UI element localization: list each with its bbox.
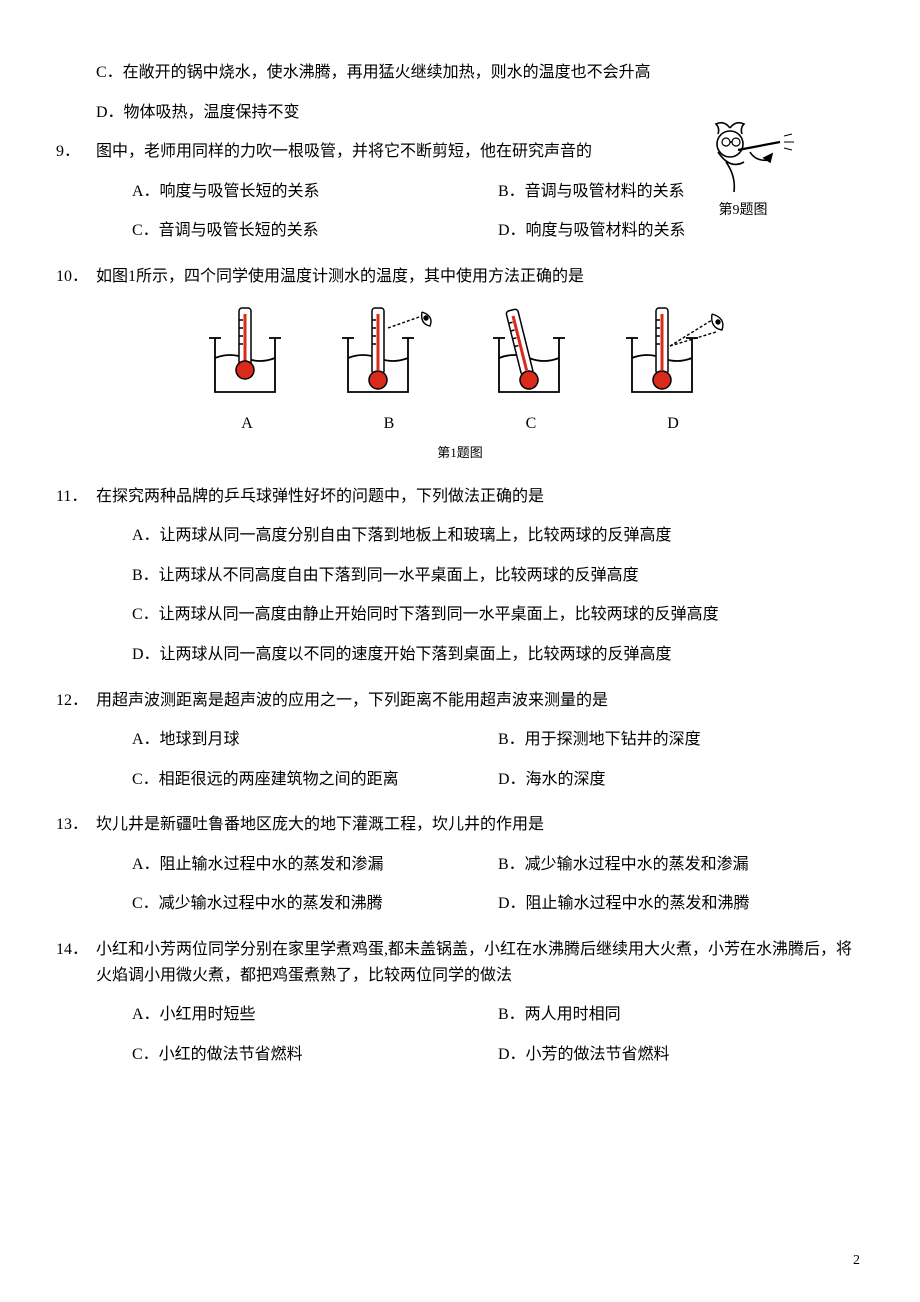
- page-number: 2: [853, 1250, 860, 1272]
- q12-option-c: C．相距很远的两座建筑物之间的距离: [132, 767, 498, 793]
- q10-label-a: A: [192, 411, 302, 437]
- q13-text: 坎儿井是新疆吐鲁番地区庞大的地下灌溉工程，坎儿井的作用是: [96, 812, 864, 838]
- q10-fig-d: D: [618, 306, 728, 437]
- q11-option-a: A．让两球从同一高度分别自由下落到地板上和玻璃上，比较两球的反弹高度: [56, 523, 864, 549]
- q13-number: 13．: [56, 812, 96, 838]
- q12-option-a: A．地球到月球: [132, 727, 498, 753]
- q11-option-b: B．让两球从不同高度自由下落到同一水平桌面上，比较两球的反弹高度: [56, 563, 864, 589]
- q14-number: 14．: [56, 937, 96, 988]
- q10-label-b: B: [334, 411, 444, 437]
- q12-option-b: B．用于探测地下钻井的深度: [498, 727, 864, 753]
- q9-option-c: C．音调与吸管长短的关系: [132, 218, 498, 244]
- q10-fig-a: A: [192, 306, 302, 437]
- q10-label-d: D: [618, 411, 728, 437]
- q9-number: 9．: [56, 139, 96, 165]
- teacher-blowing-icon: [688, 118, 798, 196]
- q14-option-a: A．小红用时短些: [132, 1002, 498, 1028]
- q13-option-b: B．减少输水过程中水的蒸发和渗漏: [498, 852, 864, 878]
- figure-q9-caption: 第9题图: [678, 200, 808, 222]
- q13-option-d: D．阻止输水过程中水的蒸发和沸腾: [498, 891, 864, 917]
- figure-q9: 第9题图: [678, 118, 808, 222]
- q10-label-c: C: [476, 411, 586, 437]
- q10-number: 10．: [56, 264, 96, 290]
- q14-text: 小红和小芳两位同学分别在家里学煮鸡蛋,都未盖锅盖，小红在水沸腾后继续用大火煮，小…: [96, 937, 864, 988]
- q11-option-c: C．让两球从同一高度由静止开始同时下落到同一水平桌面上，比较两球的反弹高度: [56, 602, 864, 628]
- q14-option-b: B．两人用时相同: [498, 1002, 864, 1028]
- q14-option-c: C．小红的做法节省燃料: [132, 1042, 498, 1068]
- q10-fig-b: B: [334, 306, 444, 437]
- q11-option-d: D．让两球从同一高度以不同的速度开始下落到桌面上，比较两球的反弹高度: [56, 642, 864, 668]
- q11-number: 11．: [56, 484, 96, 510]
- q12-text: 用超声波测距离是超声波的应用之一，下列距离不能用超声波来测量的是: [96, 688, 864, 714]
- q10-figure-row: A: [56, 306, 864, 437]
- option-c-continued: C．在敞开的锅中烧水，使水沸腾，再用猛火继续加热，则水的温度也不会升高: [56, 60, 714, 86]
- q13-option-c: C．减少输水过程中水的蒸发和沸腾: [132, 891, 498, 917]
- q14-option-d: D．小芳的做法节省燃料: [498, 1042, 864, 1068]
- q10-text: 如图1所示，四个同学使用温度计测水的温度，其中使用方法正确的是: [96, 264, 864, 290]
- q10-figure-caption: 第1题图: [56, 443, 864, 464]
- q12-number: 12．: [56, 688, 96, 714]
- q12-option-d: D．海水的深度: [498, 767, 864, 793]
- q9-option-a: A．响度与吸管长短的关系: [132, 179, 498, 205]
- option-d-continued: D．物体吸热，温度保持不变: [56, 100, 714, 126]
- q13-option-a: A．阻止输水过程中水的蒸发和渗漏: [132, 852, 498, 878]
- q10-fig-c: C: [476, 306, 586, 437]
- q11-text: 在探究两种品牌的乒乓球弹性好坏的问题中，下列做法正确的是: [96, 484, 864, 510]
